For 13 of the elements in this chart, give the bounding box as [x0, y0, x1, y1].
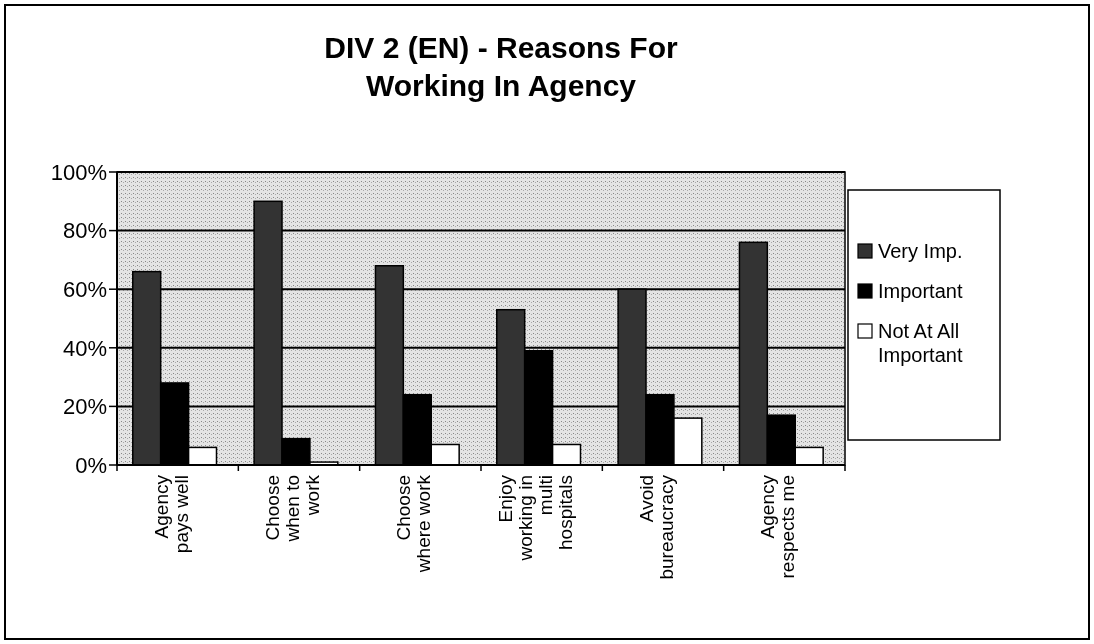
y-tick-label: 0%	[75, 452, 107, 478]
y-tick-label: 60%	[62, 276, 107, 302]
legend-label: Important	[878, 280, 963, 302]
y-tick-label: 20%	[62, 394, 107, 420]
legend-label: Very Imp.	[878, 240, 963, 262]
x-tick-label: Agency pays well	[150, 474, 192, 554]
y-tick-label: 100%	[50, 159, 107, 185]
chart-title: DIV 2 (EN) - Reasons For Working In Agency	[324, 31, 679, 102]
x-tick-label: Choose when to work	[261, 474, 323, 543]
legend-label: Not At All Important	[878, 320, 963, 366]
y-tick-label: 80%	[62, 218, 107, 244]
x-tick-label: Enjoy working in multi hospitals	[494, 474, 576, 562]
y-tick-label: 40%	[62, 335, 107, 361]
